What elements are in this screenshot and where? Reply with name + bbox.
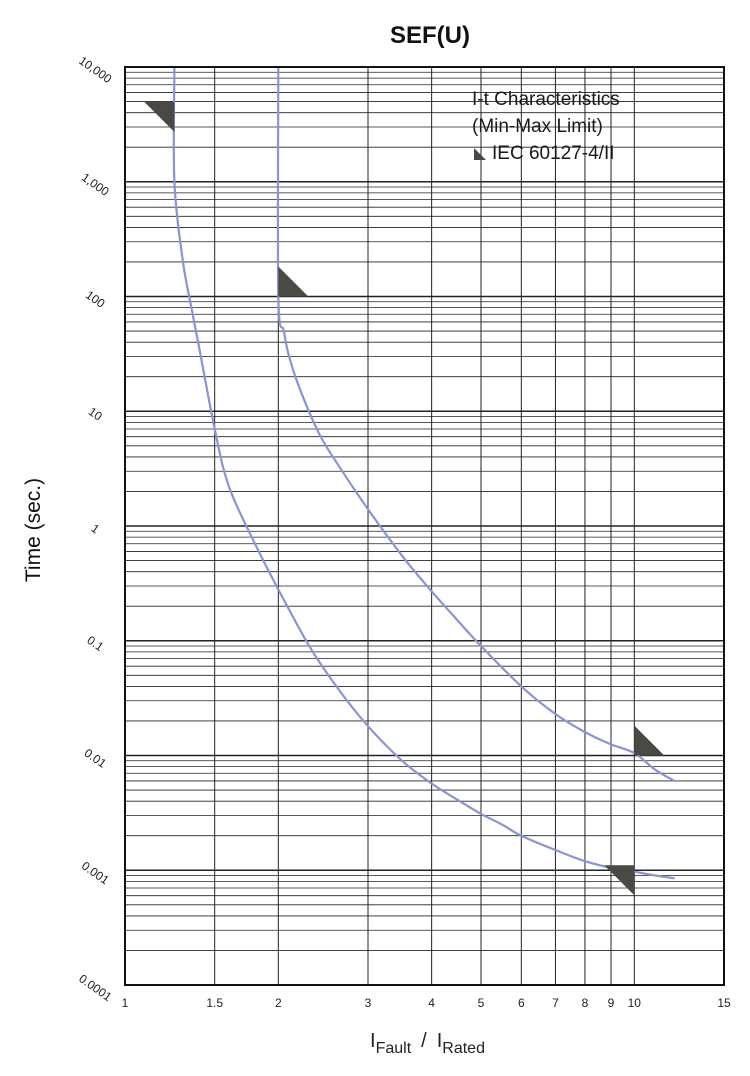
x-label-i2: I — [436, 1030, 443, 1052]
limit-markers — [144, 102, 665, 896]
x-tick-label: 10 — [628, 996, 642, 1010]
limit-marker-4 — [604, 865, 635, 896]
y-tick-label: 0.01 — [82, 746, 109, 771]
x-tick-label: 2 — [275, 996, 282, 1010]
y-tick-label: 0.1 — [84, 633, 106, 654]
x-tick-label: 1.5 — [206, 996, 223, 1010]
x-tick-label: 3 — [365, 996, 372, 1010]
x-label-rated: Rated — [442, 1040, 485, 1057]
y-tick-label: 1 — [89, 521, 103, 536]
limit-marker-1 — [144, 102, 175, 132]
legend-line-1: I-t Characteristics — [472, 89, 620, 110]
series-line-1 — [172, 66, 675, 880]
grid-lines — [124, 67, 725, 986]
legend-standard-label: IEC 60127-4/II — [492, 143, 615, 164]
y-tick-label: 0.001 — [79, 859, 112, 888]
limit-marker-2 — [278, 266, 309, 297]
x-label-fault: Fault — [375, 1040, 412, 1057]
limit-marker-3 — [634, 725, 665, 756]
triangle-marker-icon — [474, 148, 486, 160]
series-line-2 — [276, 66, 676, 782]
y-tick-label: 10,000 — [76, 53, 114, 86]
x-tick-label: 5 — [478, 996, 485, 1010]
x-tick-label: 8 — [582, 996, 589, 1010]
x-tick-label: 6 — [518, 996, 525, 1010]
x-label-separator: / — [421, 1030, 427, 1052]
x-label-i1: I — [370, 1030, 376, 1052]
y-tick-label: 1,000 — [79, 170, 112, 199]
x-tick-label: 1 — [122, 996, 129, 1010]
y-tick-label: 10 — [86, 404, 105, 423]
chart-title: SEF(U) — [390, 22, 470, 49]
x-tick-label: 4 — [428, 996, 435, 1010]
y-tick-label: 100 — [83, 288, 108, 311]
series-lines — [172, 66, 676, 880]
x-axis-label: IFault / IRated — [370, 1030, 485, 1057]
x-tick-label: 15 — [717, 996, 731, 1010]
x-tick-label: 7 — [552, 996, 559, 1010]
y-tick-label: 0.0001 — [76, 971, 114, 1004]
legend-line-3: IEC 60127-4/II — [472, 140, 620, 167]
plot-frame — [124, 66, 725, 986]
legend: I-t Characteristics (Min-Max Limit) IEC … — [472, 86, 620, 167]
legend-line-2: (Min-Max Limit) — [472, 116, 603, 137]
x-tick-label: 9 — [608, 996, 615, 1010]
